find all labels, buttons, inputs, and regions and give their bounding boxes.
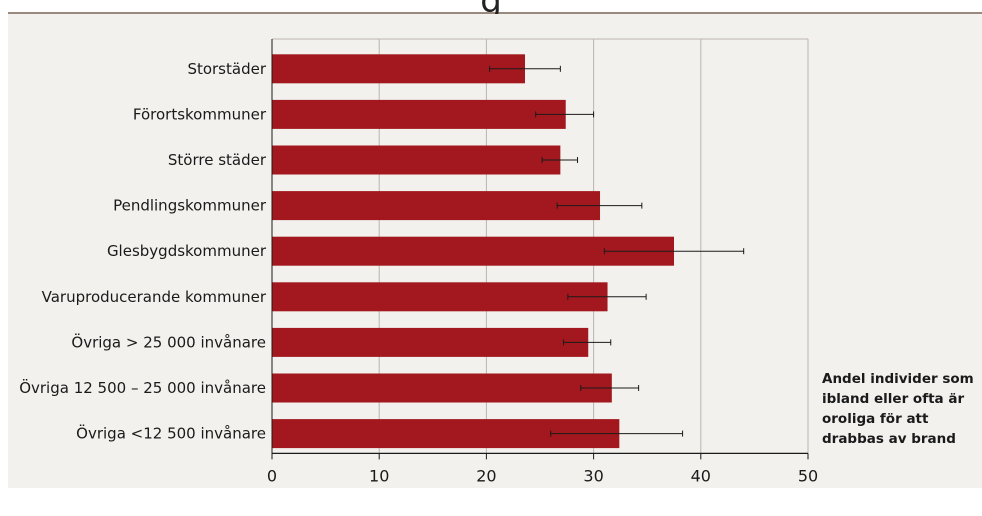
x-tick-label: 40 [691, 466, 711, 485]
category-label: Glesbygdskommuner [107, 242, 267, 260]
bar [272, 282, 608, 312]
category-label: Övriga <12 500 invånare [76, 424, 266, 443]
x-tick-label: 30 [583, 466, 603, 485]
x-axis-title-line-4: drabbas av brand [822, 431, 956, 447]
bar [272, 145, 561, 175]
category-label: Övriga 12 500 – 25 000 invånare [19, 378, 266, 397]
x-tick-label: 50 [798, 466, 818, 485]
x-axis-title-line-1: Andel individer som [822, 371, 974, 387]
bar [272, 191, 601, 221]
x-axis-title-line-2: ibland eller ofta är [822, 391, 965, 407]
bar [272, 373, 612, 403]
x-tick-label: 20 [476, 466, 496, 485]
category-label: Förortskommuner [133, 105, 267, 123]
category-label: Övriga > 25 000 invånare [71, 332, 266, 351]
x-axis-title-line-3: oroliga för att [822, 411, 929, 427]
top-rule [8, 12, 982, 14]
category-label: Varuproducerande kommuner [42, 288, 267, 306]
x-tick-label: 0 [267, 466, 277, 485]
x-axis-title: Andel individer som ibland eller ofta är… [822, 369, 982, 449]
category-label: Pendlingskommuner [113, 197, 267, 215]
bar [272, 327, 589, 357]
x-tick-label: 10 [369, 466, 389, 485]
bar [272, 54, 525, 84]
category-label: Större städer [168, 151, 267, 169]
category-label: Storstäder [187, 60, 266, 78]
title-fragment: g [480, 0, 502, 21]
bar [272, 99, 566, 129]
